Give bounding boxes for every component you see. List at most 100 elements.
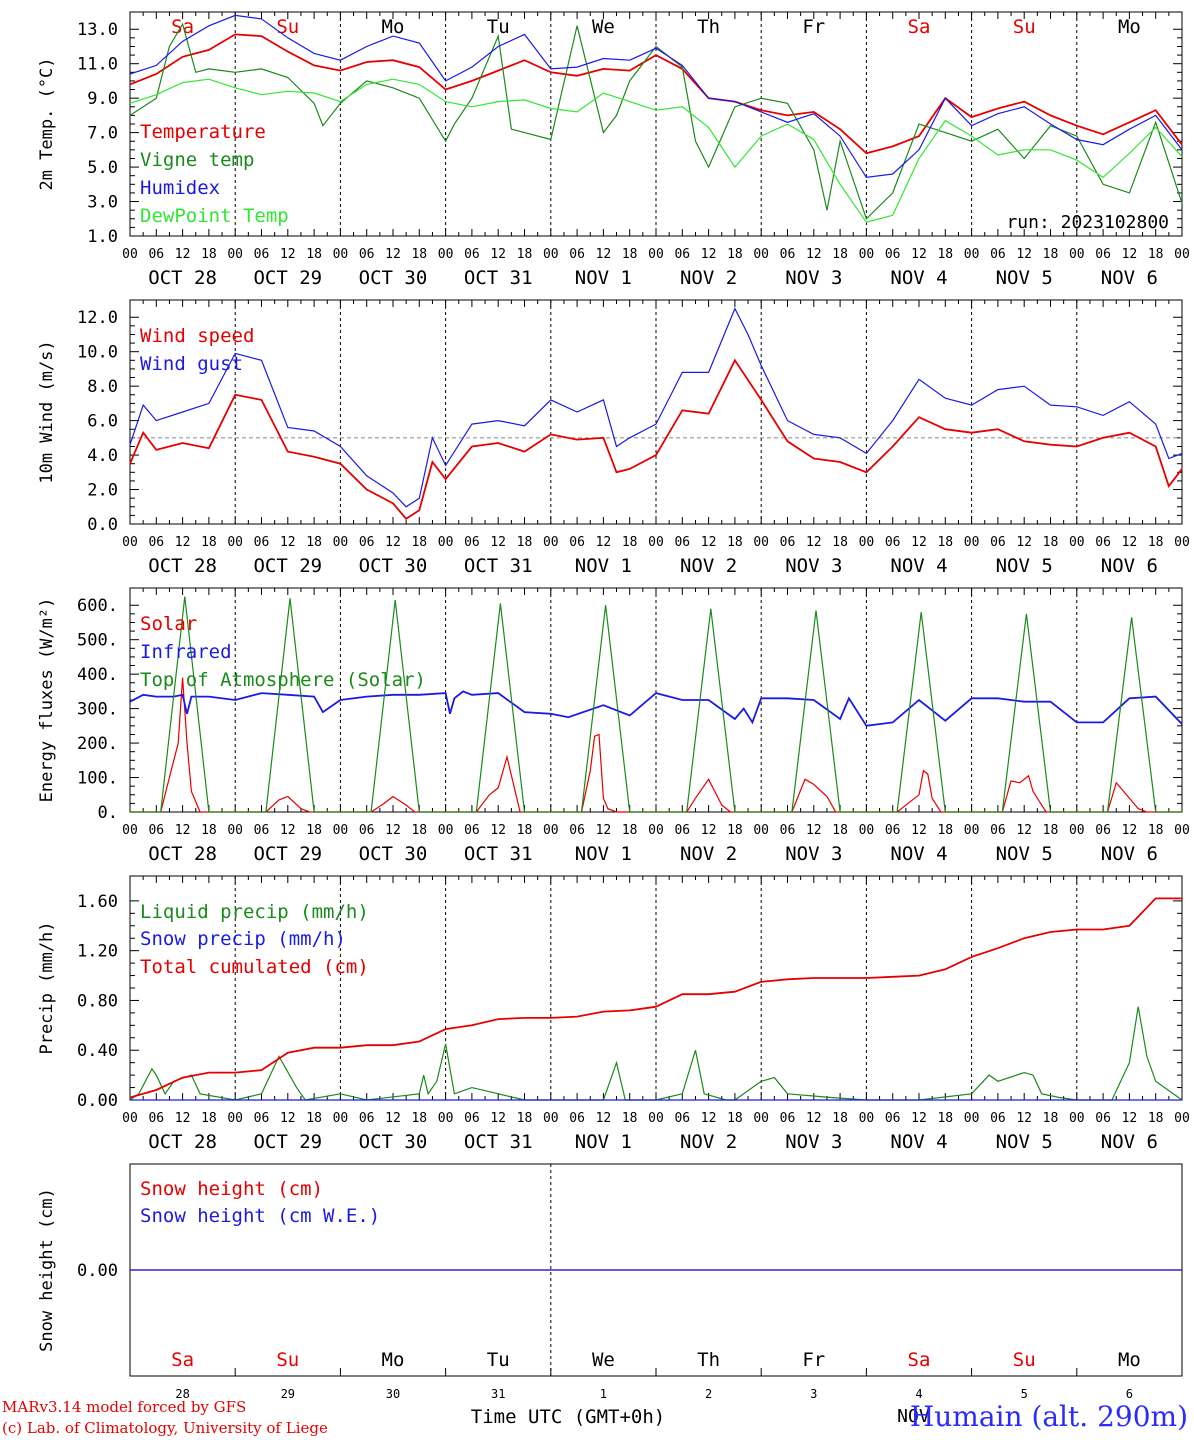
hour-tick-label: 12 [911, 535, 927, 550]
hour-tick-label: 00 [964, 247, 980, 262]
y-tick-label: 12.0 [77, 308, 118, 328]
hour-tick-label: 18 [411, 535, 427, 550]
series-line [129, 22, 1183, 220]
hour-tick-label: 12 [385, 1111, 401, 1126]
hour-tick-label: 00 [648, 823, 664, 838]
hour-tick-label: 12 [911, 247, 927, 262]
weekday-label: Th [697, 1349, 720, 1371]
date-label: NOV 1 [575, 267, 632, 289]
weekday-label: Sa [908, 1349, 931, 1371]
hour-tick-label: 00 [1174, 247, 1190, 262]
y-tick-label: 3.0 [87, 193, 118, 213]
hour-tick-label: 00 [859, 535, 875, 550]
month-label: NOV [897, 1406, 930, 1427]
hour-tick-label: 18 [622, 1111, 638, 1126]
date-label: NOV 5 [996, 267, 1053, 289]
series-line [130, 596, 1182, 813]
y-tick-label: 1.0 [87, 227, 118, 247]
y-tick-label: 13.0 [77, 20, 118, 40]
hour-tick-label: 00 [333, 247, 349, 262]
y-tick-label: 11.0 [77, 55, 118, 75]
panel-2: 0.0 2.0 4.0 6.0 8.0 10.0 12.0 10m Wind (m/s) Win… [37, 299, 1190, 577]
hour-tick-label: 18 [201, 823, 217, 838]
date-label: OCT 30 [359, 843, 428, 865]
hour-tick-label: 12 [596, 823, 612, 838]
y-tick-label: 9.0 [87, 89, 118, 109]
hour-tick-label: 00 [122, 535, 138, 550]
hour-tick-label: 12 [806, 535, 822, 550]
hour-tick-label: 00 [1069, 1111, 1085, 1126]
hour-tick-label: 18 [1043, 823, 1059, 838]
hour-tick-label: 18 [727, 535, 743, 550]
weekday-label: Mo [1118, 1349, 1141, 1371]
hour-tick-label: 12 [1122, 1111, 1138, 1126]
weekday-label: Sa [171, 1349, 194, 1371]
weekday-label: Sa [171, 16, 194, 38]
hour-tick-label: 18 [517, 535, 533, 550]
hour-tick-label: 06 [148, 535, 164, 550]
weekday-label: Tu [487, 16, 510, 38]
date-label: OCT 31 [464, 1131, 533, 1153]
credit-line-1: MARv3.14 model forced by GFS [2, 1398, 247, 1416]
hour-tick-label: 18 [201, 247, 217, 262]
hour-tick-label: 00 [1069, 247, 1085, 262]
hour-tick-label: 06 [990, 535, 1006, 550]
hour-tick-label: 06 [359, 535, 375, 550]
hour-tick-label: 06 [674, 535, 690, 550]
hour-tick-label: 12 [490, 1111, 506, 1126]
hour-tick-label: 12 [385, 823, 401, 838]
legend-entry: Solar [140, 613, 197, 635]
hour-tick-label: 18 [727, 823, 743, 838]
hour-tick-label: 12 [701, 823, 717, 838]
date-label: NOV 1 [575, 843, 632, 865]
hour-tick-label: 00 [438, 823, 454, 838]
hour-tick-label: 12 [596, 247, 612, 262]
hour-tick-label: 12 [806, 823, 822, 838]
legend-entry: Snow height (cm) [140, 1178, 323, 1200]
day-number-label: 3 [810, 1387, 817, 1401]
hour-tick-label: 12 [280, 535, 296, 550]
date-label: OCT 29 [253, 267, 322, 289]
weekday-label: Su [276, 16, 299, 38]
hour-tick-label: 06 [254, 823, 270, 838]
hour-tick-label: 06 [1095, 1111, 1111, 1126]
y-tick-label: 6.0 [87, 412, 118, 432]
hour-tick-label: 12 [806, 1111, 822, 1126]
date-label: NOV 4 [890, 267, 947, 289]
day-number-label: 30 [386, 1387, 400, 1401]
y-tick-label: 0.00 [77, 1091, 118, 1111]
date-label: OCT 28 [148, 1131, 217, 1153]
weekday-label: Sa [908, 16, 931, 38]
day-number-label: 28 [175, 1387, 189, 1401]
hour-tick-label: 18 [832, 535, 848, 550]
run-label: run: 2023102800 [1006, 212, 1169, 233]
hour-tick-label: 00 [227, 247, 243, 262]
hour-tick-label: 00 [648, 247, 664, 262]
y-tick-label: 100. [77, 769, 118, 789]
hour-tick-label: 12 [175, 247, 191, 262]
day-number-label: 4 [915, 1387, 922, 1401]
series-line [129, 14, 1183, 179]
hour-tick-label: 06 [569, 247, 585, 262]
y-tick-label: 0. [98, 803, 118, 823]
date-label: OCT 30 [359, 555, 428, 577]
date-label: NOV 3 [785, 843, 842, 865]
hour-tick-label: 00 [438, 535, 454, 550]
day-number-label: 1 [600, 1387, 607, 1401]
panel-5: 0.00 Snow height (cm) Snow height (cm) Snow… [37, 1163, 1183, 1428]
hour-tick-label: 06 [254, 247, 270, 262]
y-tick-label: 4.0 [87, 446, 118, 466]
hour-tick-label: 12 [280, 1111, 296, 1126]
hour-tick-label: 18 [1148, 823, 1164, 838]
date-label: NOV 2 [680, 843, 737, 865]
date-label: OCT 28 [148, 843, 217, 865]
hour-tick-label: 18 [832, 823, 848, 838]
hour-tick-label: 00 [227, 1111, 243, 1126]
legend-entry: Humidex [140, 177, 220, 199]
y-tick-label: 600. [77, 596, 118, 616]
plot-frame [129, 299, 1183, 525]
hour-tick-label: 12 [280, 247, 296, 262]
legend-entry: Wind speed [140, 325, 254, 347]
date-label: NOV 2 [680, 555, 737, 577]
weekday-label: Mo [1118, 16, 1141, 38]
